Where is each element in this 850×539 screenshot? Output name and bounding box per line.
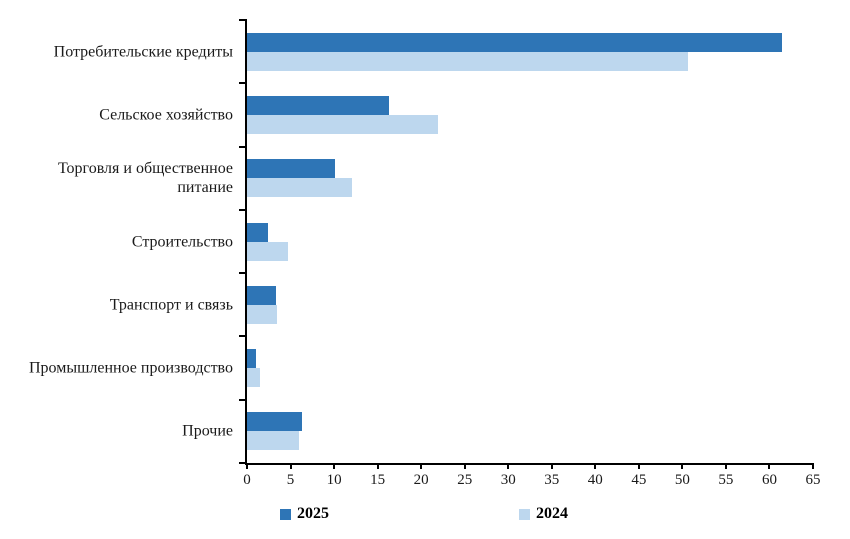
x-tick xyxy=(637,463,640,469)
y-tick xyxy=(239,335,247,338)
y-tick xyxy=(239,82,247,85)
category-label: Сельское хозяйство xyxy=(99,106,233,124)
category-label: Прочие xyxy=(182,422,233,440)
x-tick xyxy=(420,463,423,469)
bar-2024 xyxy=(247,51,689,71)
x-tick-label: 60 xyxy=(761,472,777,488)
bar-2024 xyxy=(247,114,438,134)
bar-2024 xyxy=(247,178,353,198)
x-tick xyxy=(550,463,553,469)
y-tick xyxy=(239,208,247,211)
x-tick-label: 15 xyxy=(370,472,386,488)
legend-label-2025: 2025 xyxy=(297,505,329,522)
legend-label-2024: 2024 xyxy=(536,505,568,522)
legend-swatch-2025 xyxy=(280,508,291,520)
x-tick-label: 35 xyxy=(544,472,560,488)
x-tick xyxy=(376,463,379,469)
x-tick-label: 10 xyxy=(326,472,342,488)
bar-2025 xyxy=(247,285,276,305)
bar-2025 xyxy=(247,412,302,432)
bar-2024 xyxy=(247,368,261,388)
y-tick xyxy=(239,145,247,148)
x-tick-label: 25 xyxy=(457,472,473,488)
x-tick-label: 45 xyxy=(631,472,647,488)
x-tick xyxy=(507,463,510,469)
x-tick-label: 0 xyxy=(243,472,251,488)
x-axis-line xyxy=(245,463,813,465)
x-tick xyxy=(724,463,727,469)
category-label: Транспорт и связь xyxy=(109,296,233,314)
legend-swatch-2024 xyxy=(519,508,530,520)
bar-2024 xyxy=(247,431,300,451)
x-tick-label: 65 xyxy=(805,472,821,488)
x-tick-label: 20 xyxy=(413,472,429,488)
category-label: Промышленное производство xyxy=(28,359,233,377)
x-tick xyxy=(681,463,684,469)
y-tick xyxy=(239,19,247,21)
y-tick xyxy=(239,398,247,401)
legend-item-2024: 2024 xyxy=(519,505,568,522)
x-tick xyxy=(768,463,771,469)
bar-2025 xyxy=(247,159,335,179)
category-label: Строительство xyxy=(131,233,233,250)
bar-2025 xyxy=(247,95,389,115)
bar-2025 xyxy=(247,222,268,242)
category-label: Потребительские кредиты xyxy=(53,43,233,61)
x-tick-label: 50 xyxy=(674,472,690,488)
bar-2025 xyxy=(247,349,256,369)
y-tick xyxy=(239,272,247,275)
y-axis-line xyxy=(245,20,247,465)
x-tick xyxy=(289,463,292,469)
x-tick xyxy=(463,463,466,469)
category-label: Торговля и общественное питание xyxy=(57,160,233,197)
x-tick xyxy=(594,463,597,469)
x-tick xyxy=(812,463,814,469)
x-tick xyxy=(246,463,248,469)
x-tick-label: 55 xyxy=(718,472,734,488)
legend-item-2025: 2025 xyxy=(280,505,329,522)
x-tick-label: 40 xyxy=(587,472,603,488)
bar-2024 xyxy=(247,241,288,261)
y-tick xyxy=(239,462,247,464)
x-tick xyxy=(333,463,336,469)
bar-2024 xyxy=(247,304,277,324)
x-tick-label: 30 xyxy=(500,472,516,488)
bar-2025 xyxy=(247,32,782,52)
x-tick-label: 5 xyxy=(286,472,295,488)
